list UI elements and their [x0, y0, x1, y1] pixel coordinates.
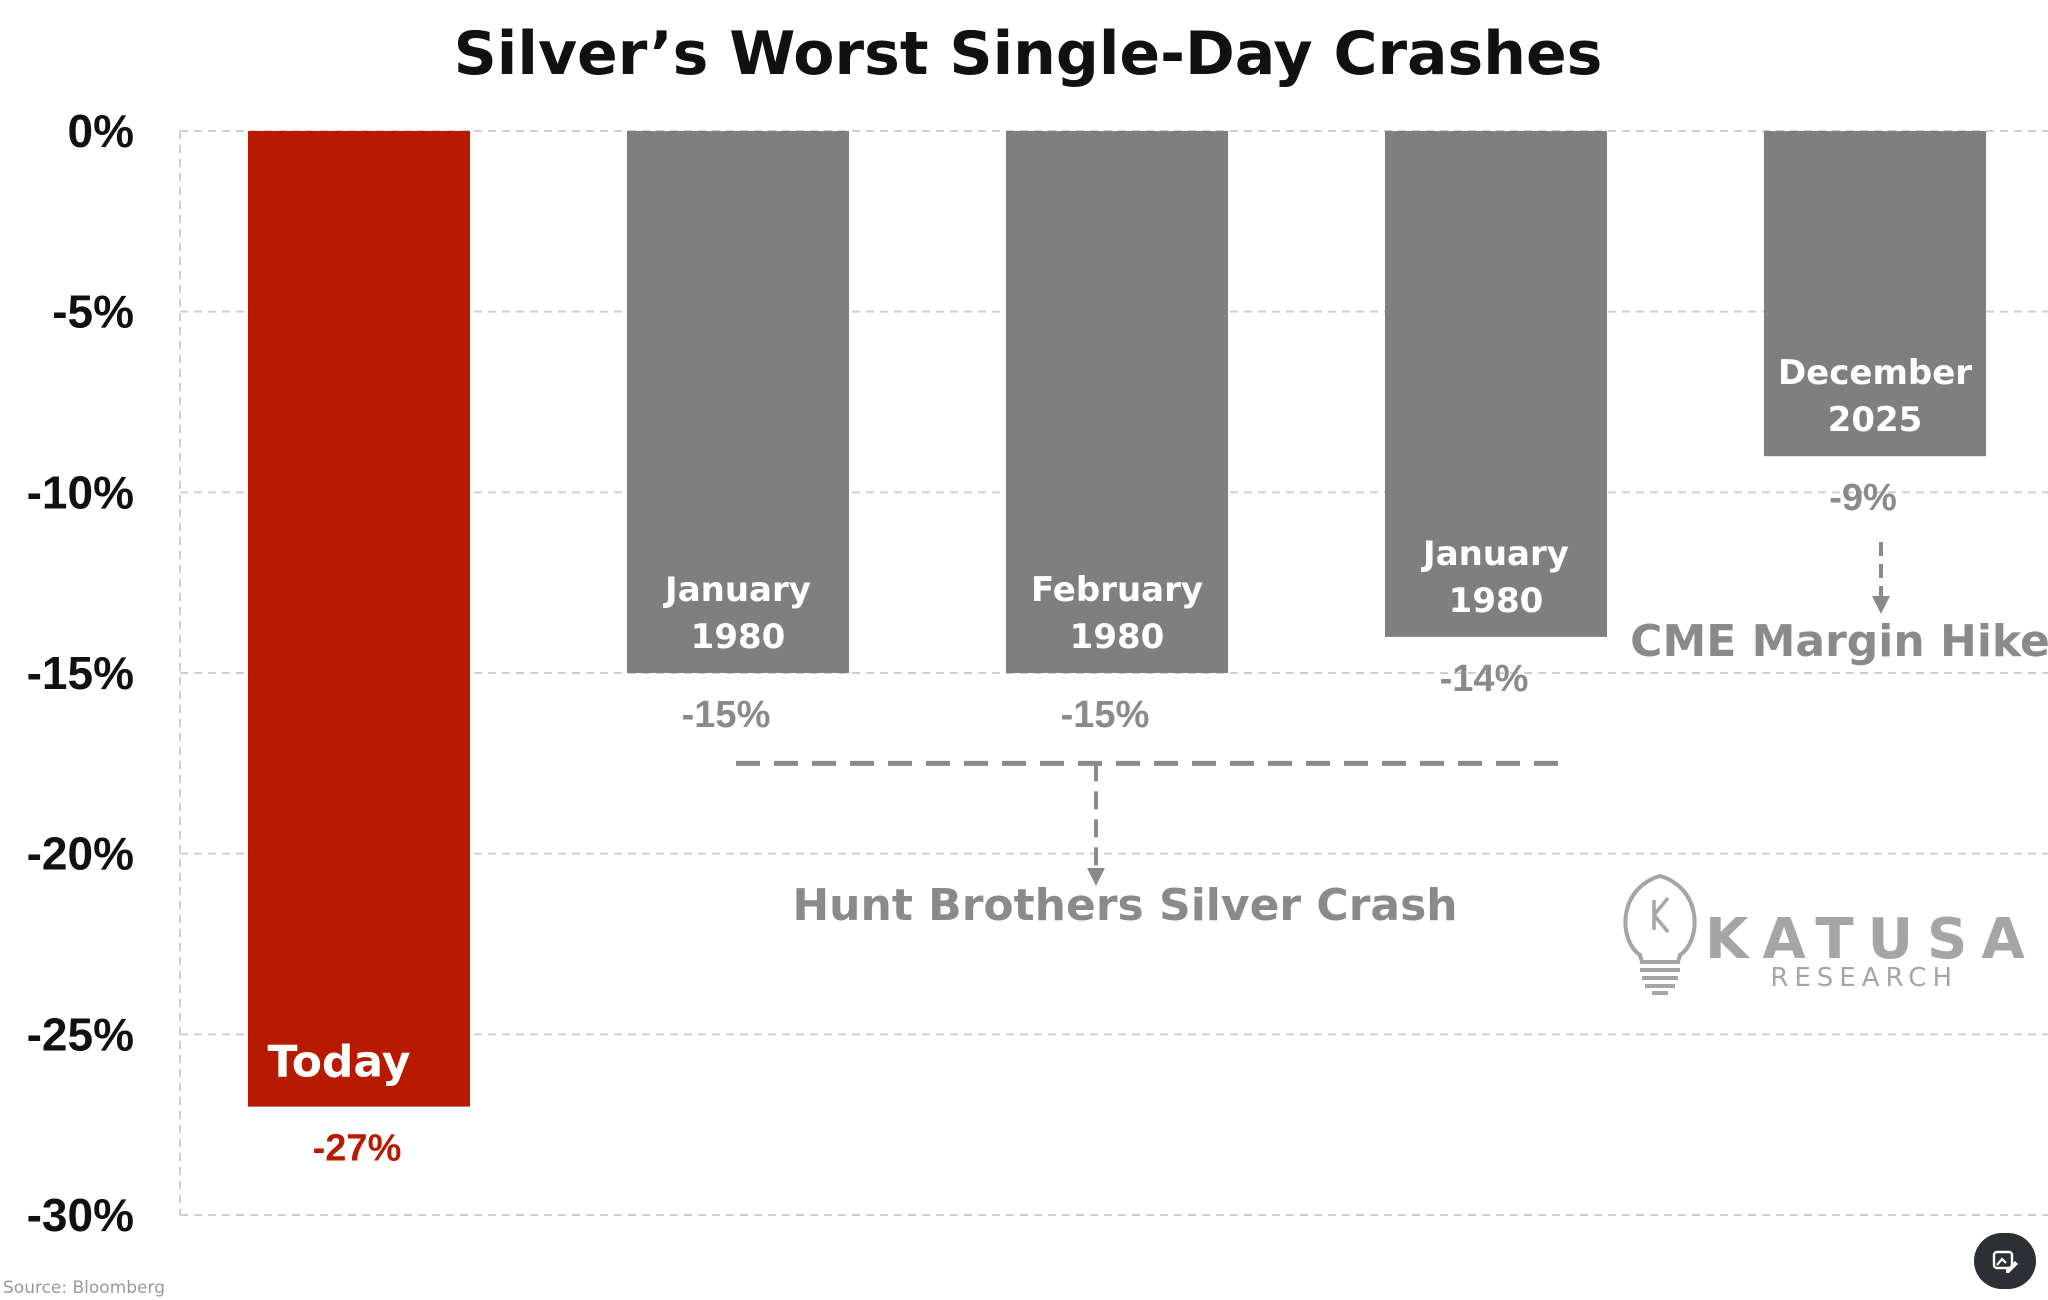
y-tick-label: -10% [27, 466, 134, 518]
category-label: 1980 [691, 617, 786, 657]
image-edit-icon [1992, 1250, 2018, 1273]
category-label: January [663, 570, 811, 610]
category-label: 1980 [1449, 581, 1544, 621]
category-label: January [1421, 534, 1569, 574]
category-label: December [1778, 353, 1972, 393]
y-tick-label: -15% [27, 647, 134, 699]
data-label: -9% [1829, 477, 1897, 519]
y-tick-label: -5% [52, 286, 134, 338]
annotation-cme-margin-hike: CME Margin Hike [1630, 616, 2048, 667]
arrow-head-icon [1872, 596, 1890, 614]
bar [1764, 131, 1986, 457]
bar [1006, 131, 1228, 673]
data-label: -14% [1440, 658, 1529, 700]
annotations: Hunt Brothers Silver Crash CME Margin Hik… [736, 542, 2048, 931]
chart-title: Silver’s Worst Single-Day Crashes [454, 19, 1603, 89]
image-edit-button[interactable] [1974, 1233, 2036, 1289]
bar [248, 131, 470, 1107]
lightbulb-icon [1623, 873, 1697, 995]
y-tick-label: -30% [27, 1189, 134, 1241]
y-tick-label: -25% [27, 1008, 134, 1060]
katusa-logo: KATUSA RESEARCH [1623, 873, 2039, 995]
logo-wordmark: KATUSA [1705, 907, 2039, 972]
category-label: 2025 [1828, 400, 1923, 440]
logo-subtitle: RESEARCH [1770, 963, 1958, 993]
data-label: -27% [313, 1128, 402, 1170]
data-label: -15% [1061, 694, 1150, 736]
gridlines [179, 130, 2048, 1216]
annotation-hunt-brothers: Hunt Brothers Silver Crash [792, 880, 1457, 931]
y-tick-label: -20% [27, 828, 134, 880]
category-label: February [1031, 570, 1203, 610]
arrow-head-icon [1087, 868, 1105, 886]
source-note: Source: Bloomberg [3, 1278, 165, 1298]
bar [1385, 131, 1607, 637]
y-axis-ticks: 0% -5% -10% -15% -20% -25% -30% [27, 105, 134, 1241]
bars: Today -27% January 1980 -15% February 1980 -15%… [248, 131, 1986, 1170]
category-label: 1980 [1070, 617, 1165, 657]
y-tick-label: 0% [68, 105, 134, 157]
bar [627, 131, 849, 673]
data-label: -15% [682, 694, 771, 736]
category-label: Today [268, 1037, 411, 1088]
